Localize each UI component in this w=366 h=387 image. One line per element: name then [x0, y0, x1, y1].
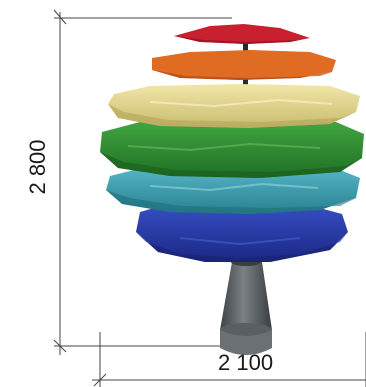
height-dimension [53, 9, 232, 355]
orange-disc [152, 50, 336, 80]
red-disc [174, 24, 310, 44]
width-dimension-label: 2 100 [218, 350, 274, 375]
yellow-disc [108, 84, 360, 128]
blue-disc [136, 200, 348, 262]
width-dimension [92, 332, 366, 387]
height-dimension-label: 2 800 [25, 139, 50, 195]
trunk [220, 258, 272, 355]
green-disc [100, 118, 364, 178]
